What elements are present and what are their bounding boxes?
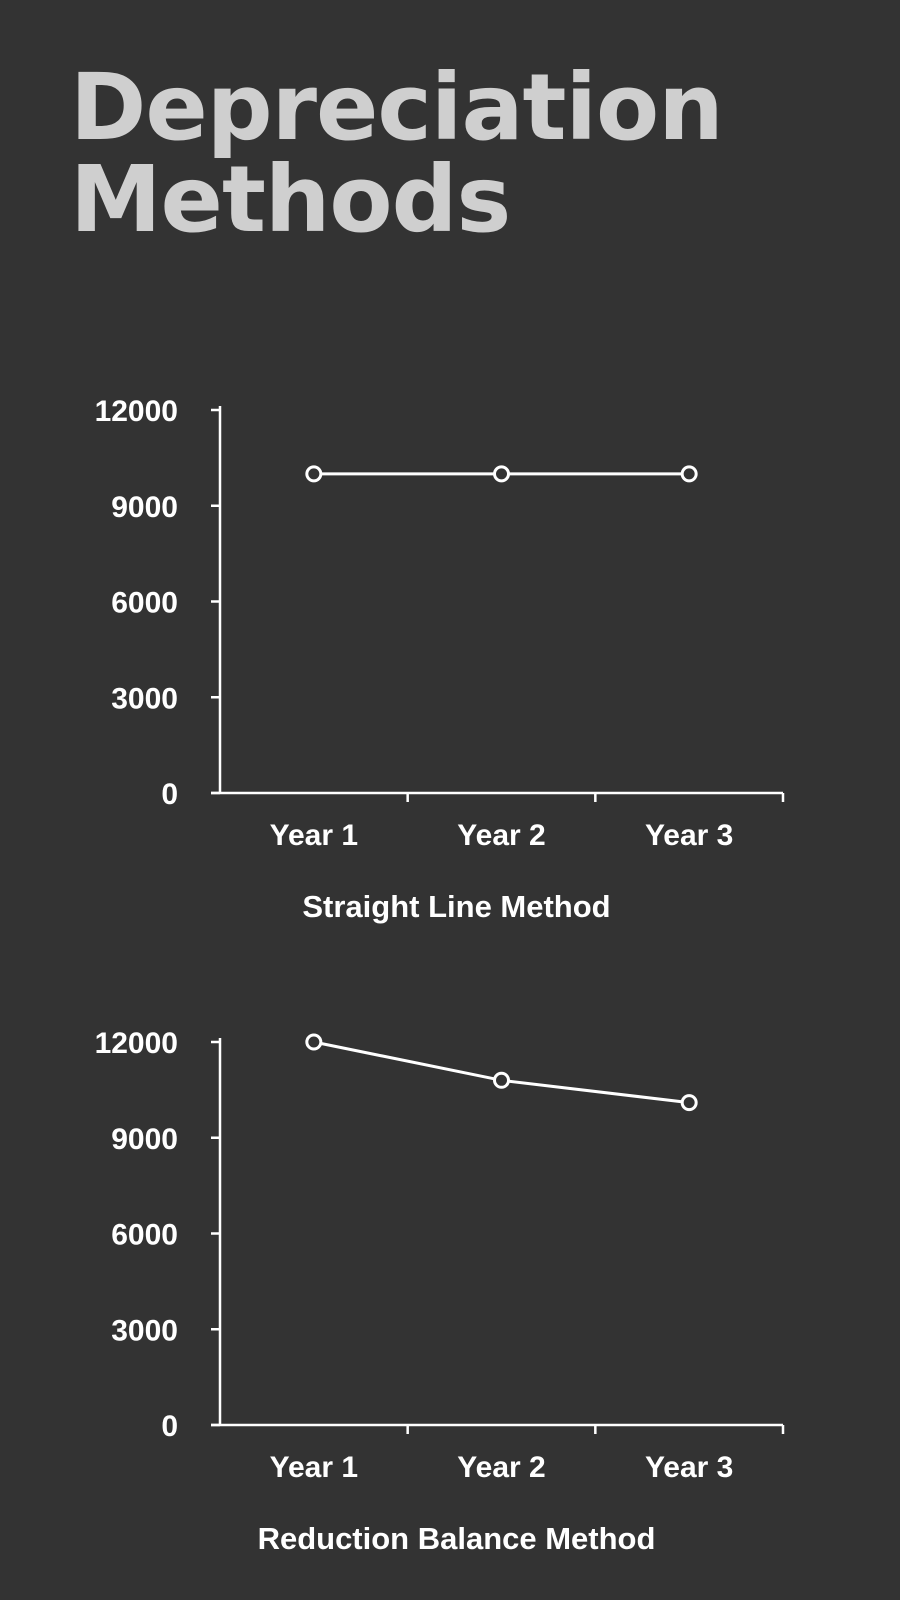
y-tick-label: 0: [161, 778, 178, 811]
data-point-marker: [680, 1094, 698, 1112]
data-point-marker: [305, 1033, 323, 1051]
x-tick-label: Year 2: [457, 1451, 545, 1484]
y-tick-label: 0: [161, 1410, 178, 1443]
x-tick-label: Year 2: [457, 819, 545, 852]
chart-caption: Reduction Balance Method: [258, 1521, 656, 1556]
data-point-marker: [680, 465, 698, 483]
data-point-marker: [493, 465, 510, 483]
data-point-marker: [493, 1071, 510, 1089]
page-title: Depreciation Methods: [70, 54, 724, 253]
y-tick-label: 3000: [111, 1314, 178, 1347]
y-tick-label: 9000: [111, 1123, 178, 1156]
x-tick-label: Year 3: [645, 1451, 733, 1484]
chart-caption: Straight Line Method: [302, 889, 610, 924]
reduction-balance-chart: 0 3000 6000 9000 12000 Year 1 Year 2 Year 3 Redu…: [95, 1027, 785, 1556]
x-tick-label: Year 3: [645, 819, 733, 852]
y-tick-label: 12000: [95, 1027, 178, 1060]
y-tick-label: 6000: [111, 587, 178, 620]
data-point-marker: [305, 465, 323, 483]
y-tick-label: 6000: [111, 1219, 178, 1252]
y-tick-label: 9000: [111, 491, 178, 524]
x-tick-label: Year 1: [270, 819, 358, 852]
page-title-line-2: Methods: [70, 146, 511, 253]
y-tick-label: 12000: [95, 395, 178, 428]
straight-line-chart: 0 3000 6000 9000 12000 Year 1 Year 2 Year 3 Stra…: [95, 395, 785, 924]
page-title-line-1: Depreciation: [70, 54, 724, 161]
x-tick-label: Year 1: [270, 1451, 358, 1484]
y-tick-label: 3000: [111, 682, 178, 715]
